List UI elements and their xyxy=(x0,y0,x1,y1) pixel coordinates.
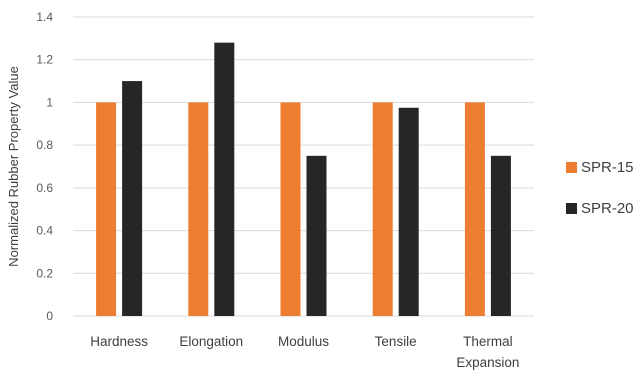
y-tick-label: 0.4 xyxy=(36,224,53,238)
bar-spr-20-hardness xyxy=(122,81,143,316)
y-axis-title: Normalized Rubber Property Value xyxy=(6,66,21,267)
y-tick-label: 0.2 xyxy=(36,266,53,280)
gridlines xyxy=(73,16,534,317)
legend: SPR-15 SPR-20 xyxy=(566,159,634,217)
x-category-label: Tensile xyxy=(375,334,417,349)
x-category-label: Modulus xyxy=(278,334,329,349)
bar-spr-15-hardness xyxy=(96,102,117,316)
y-axis-ticks: 0 0.2 0.4 0.6 0.8 1 1.2 1.4 xyxy=(36,10,53,323)
y-tick-label: 0.6 xyxy=(36,181,53,195)
x-category-label: Hardness xyxy=(90,334,148,349)
y-tick-label: 1 xyxy=(46,95,53,109)
y-tick-label: 0 xyxy=(46,309,53,323)
bar-spr-15-thermal-expansion xyxy=(464,102,485,316)
bar-spr-20-tensile xyxy=(398,107,419,317)
bar-spr-20-modulus xyxy=(306,155,327,316)
legend-label: SPR-20 xyxy=(581,200,634,217)
bar-spr-20-elongation xyxy=(214,42,235,316)
y-tick-label: 1.2 xyxy=(36,53,53,67)
bar-spr-20-thermal-expansion xyxy=(490,155,511,316)
legend-swatch xyxy=(566,162,577,173)
bars xyxy=(96,42,511,317)
bar-spr-15-elongation xyxy=(188,102,209,316)
y-tick-label: 0.8 xyxy=(36,138,53,152)
x-category-label: Thermal Expansion xyxy=(456,334,519,370)
legend-label: SPR-15 xyxy=(581,159,634,176)
x-axis-categories: Hardness Elongation Modulus Tensile Thermal E… xyxy=(90,334,519,370)
legend-swatch xyxy=(566,203,577,214)
y-tick-label: 1.4 xyxy=(36,10,53,24)
bar-spr-15-modulus xyxy=(280,102,301,316)
bar-spr-15-tensile xyxy=(372,102,393,316)
x-category-label: Elongation xyxy=(179,334,243,349)
